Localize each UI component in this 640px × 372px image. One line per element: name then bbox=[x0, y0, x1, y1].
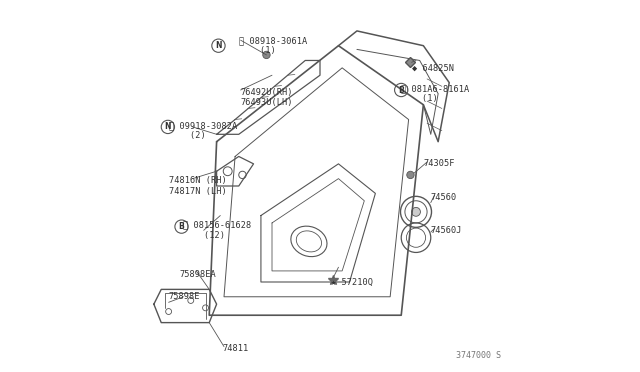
Text: 75898EA: 75898EA bbox=[180, 270, 216, 279]
Text: N: N bbox=[215, 41, 221, 50]
Circle shape bbox=[412, 208, 420, 216]
Text: Ⓝ 09918-3082A
    (2): Ⓝ 09918-3082A (2) bbox=[168, 121, 237, 140]
Text: 74305F: 74305F bbox=[424, 159, 455, 169]
Text: 74811: 74811 bbox=[222, 344, 248, 353]
Circle shape bbox=[407, 171, 414, 179]
Text: ★ 57210Q: ★ 57210Q bbox=[331, 278, 373, 286]
Text: Ⓝ 08918-3061A
    (1): Ⓝ 08918-3061A (1) bbox=[239, 36, 307, 55]
Text: 76492U(RH)
76493U(LH): 76492U(RH) 76493U(LH) bbox=[241, 88, 293, 107]
Text: Ⓑ 081A6-8161A
    (1): Ⓑ 081A6-8161A (1) bbox=[401, 84, 470, 103]
Text: 74560: 74560 bbox=[431, 193, 457, 202]
Text: 74560J: 74560J bbox=[431, 226, 462, 235]
Text: 74816N (RH)
74817N (LH): 74816N (RH) 74817N (LH) bbox=[168, 176, 227, 196]
Text: N: N bbox=[164, 122, 171, 131]
Text: ◆ 64825N: ◆ 64825N bbox=[412, 63, 454, 72]
Text: Ⓑ 08156-61628
    (12): Ⓑ 08156-61628 (12) bbox=[184, 221, 252, 240]
Circle shape bbox=[263, 51, 270, 59]
Text: B: B bbox=[179, 222, 184, 231]
Text: 75898E: 75898E bbox=[168, 292, 200, 301]
Text: B: B bbox=[398, 86, 404, 94]
Text: 3747000 S: 3747000 S bbox=[456, 350, 501, 359]
